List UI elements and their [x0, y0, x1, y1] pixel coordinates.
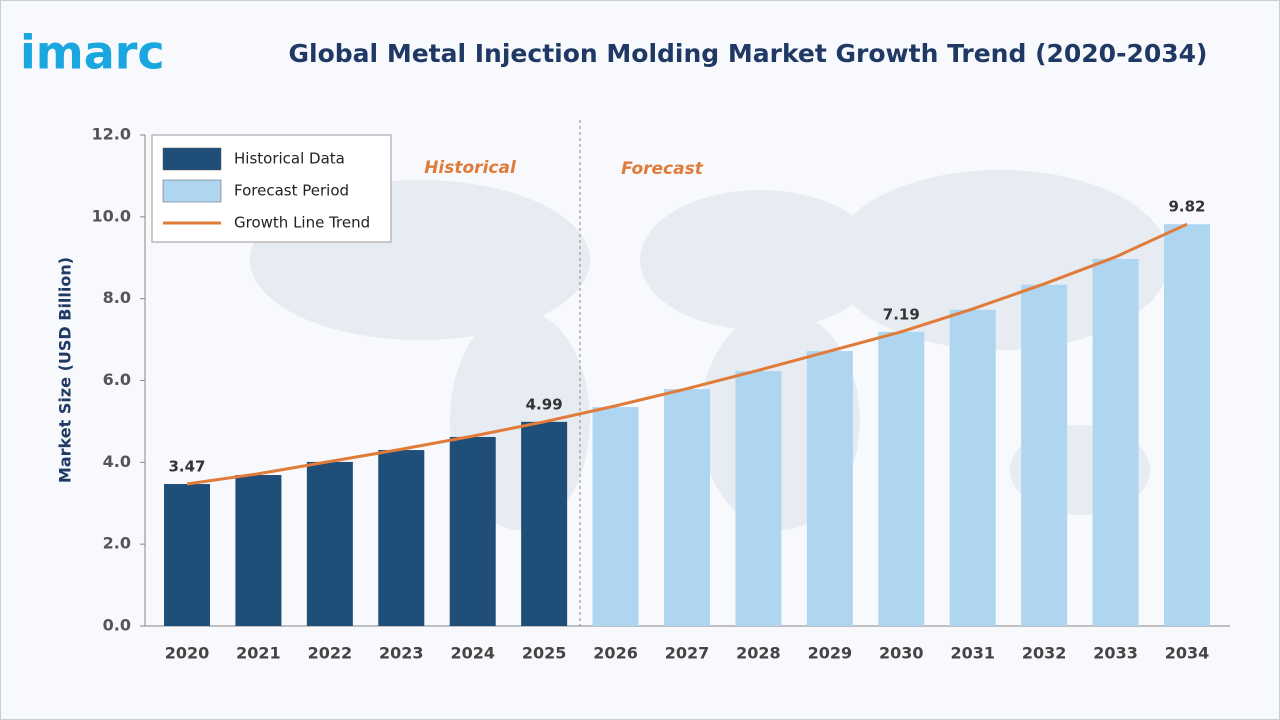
x-tick-label: 2028 [736, 644, 781, 663]
bar [378, 450, 425, 626]
x-tick-label: 2026 [593, 644, 638, 663]
legend-label: Forecast Period [234, 182, 349, 200]
bar [878, 331, 925, 626]
bar [521, 421, 568, 626]
bar [1164, 224, 1210, 626]
y-tick-label: 12.0 [92, 125, 131, 144]
data-label: 3.47 [168, 458, 205, 476]
bar [306, 461, 353, 626]
x-tick-label: 2030 [879, 644, 924, 663]
y-tick-label: 8.0 [103, 288, 131, 307]
x-tick-label: 2032 [1022, 644, 1067, 663]
data-label: 7.19 [883, 305, 920, 323]
x-tick-label: 2022 [308, 644, 353, 663]
x-tick-label: 2021 [236, 644, 281, 663]
legend-swatch [162, 179, 222, 203]
bar [949, 309, 996, 626]
x-tick-label: 2034 [1165, 644, 1210, 663]
plot [140, 134, 1210, 627]
x-tick-label: 2020 [165, 644, 210, 663]
bar [592, 407, 639, 626]
annotation: Historical [424, 158, 517, 178]
legend-items: Historical Data Forecast Period Growth Lin… [162, 147, 370, 232]
x-tick-label: 2024 [450, 644, 495, 663]
legend-label: Historical Data [234, 150, 345, 168]
x-tick-label: 2033 [1093, 644, 1138, 663]
x-tick-label: 2025 [522, 644, 567, 663]
bar [1092, 258, 1139, 626]
logo: imarc [20, 26, 165, 80]
data-label: 9.82 [1168, 198, 1205, 216]
legend-label: Growth Line Trend [234, 214, 370, 232]
bar [664, 389, 710, 626]
y-tick-label: 0.0 [103, 616, 131, 635]
bar [449, 436, 496, 626]
y-tick-label: 2.0 [103, 534, 131, 553]
legend-swatch [162, 147, 222, 171]
y-tick-label: 6.0 [103, 370, 131, 389]
data-label: 4.99 [526, 395, 563, 413]
bar [806, 351, 853, 626]
x-tick-label: 2029 [808, 644, 853, 663]
y-tick-label: 4.0 [103, 452, 131, 471]
chart-title: Global Metal Injection Molding Market Gr… [289, 39, 1208, 68]
bar [164, 484, 210, 626]
bar [235, 475, 282, 626]
annotation: Forecast [621, 159, 704, 179]
trend-line [186, 222, 1188, 486]
x-tick-label: 2031 [950, 644, 995, 663]
x-tick-label: 2027 [665, 644, 710, 663]
bar [1021, 284, 1068, 626]
y-axis-label: Market Size (USD Billion) [56, 257, 75, 483]
x-tick-label: 2023 [379, 644, 424, 663]
y-tick-label: 10.0 [92, 206, 131, 225]
bar [735, 371, 782, 626]
